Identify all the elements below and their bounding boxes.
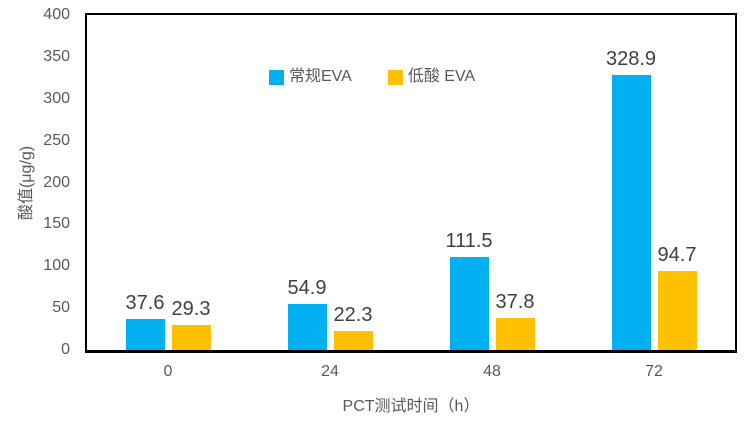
bar-常规EVA-72: [611, 74, 651, 350]
legend-item: 低酸 EVA: [387, 68, 476, 85]
y-tick-label: 400: [43, 6, 70, 23]
legend-item: 常规EVA: [269, 69, 352, 85]
bar-value-label: 94.7: [657, 243, 697, 266]
legend-label: 常规EVA: [289, 68, 352, 85]
y-tick-label: 350: [43, 47, 70, 65]
bar-value-label: 37.8: [495, 291, 535, 314]
y-tick-label: 0: [61, 341, 70, 358]
y-tick-label: 200: [43, 173, 70, 191]
bar-低酸 EVA-24: [333, 331, 373, 350]
bar-value-label: 22.3: [333, 304, 373, 327]
x-tick-label: 24: [321, 363, 339, 380]
legend-label: 低酸 EVA: [407, 68, 476, 85]
bar-低酸 EVA-72: [657, 270, 697, 350]
legend-swatch-icon: [387, 69, 403, 85]
x-tick-label: 48: [483, 363, 501, 380]
y-tick-label: 100: [43, 257, 70, 275]
bar-value-label: 111.5: [445, 229, 493, 252]
bar-低酸 EVA-48: [495, 318, 535, 350]
x-axis-title: PCT测试时间（h）: [342, 398, 480, 415]
bar-value-label: 328.9: [605, 47, 657, 70]
bar-常规EVA-24: [287, 304, 327, 350]
bar-value-label: 37.6: [125, 291, 165, 314]
x-tick-label: 72: [645, 363, 663, 380]
y-tick-label: 300: [43, 89, 70, 107]
bar-常规EVA-0: [125, 318, 165, 350]
bar-低酸 EVA-0: [171, 325, 211, 350]
legend: 常规EVA 低酸 EVA: [269, 69, 475, 85]
y-tick-label: 150: [43, 215, 70, 233]
bar-常规EVA-48: [449, 256, 489, 350]
legend-swatch-icon: [269, 69, 284, 85]
bar-value-label: 29.3: [171, 298, 211, 321]
plot-area: 常规EVA 低酸 EVA 37.6 29.3 54.9 22.3 111.5 37.8 328…: [85, 13, 737, 353]
y-tick-label: 250: [43, 131, 70, 149]
y-tick-label: 50: [52, 299, 70, 317]
plot-inner: 常规EVA 低酸 EVA 37.6 29.3 54.9 22.3 111.5 37.8 328…: [87, 15, 735, 350]
bar-value-label: 54.9: [287, 277, 327, 300]
x-tick-label: 0: [163, 363, 173, 380]
